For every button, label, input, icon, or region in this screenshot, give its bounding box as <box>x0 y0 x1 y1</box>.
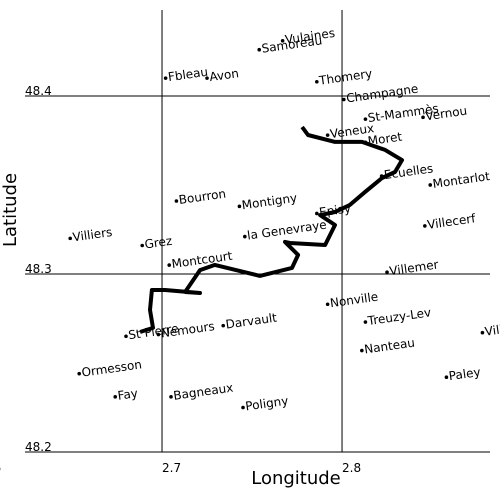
town-point <box>124 334 128 339</box>
town-label: Ecuelles <box>383 161 434 182</box>
x-tick-label: 2.8 <box>342 461 361 475</box>
town-label: St Pierre <box>127 321 179 342</box>
town-label: Avon <box>208 66 239 84</box>
town-point <box>167 263 172 267</box>
town-point <box>315 211 319 216</box>
town-point <box>325 302 330 307</box>
town-label: Bagneaux <box>172 381 234 403</box>
town-label: la Genevraye <box>246 218 327 243</box>
town-point <box>444 375 449 380</box>
x-tick-label: 2.6 <box>0 461 1 475</box>
town-point <box>363 320 368 324</box>
town-point <box>360 348 364 353</box>
y-tick-label: 48.4 <box>25 84 52 98</box>
x-tick-label: 2.7 <box>162 461 181 475</box>
town-point <box>113 395 118 399</box>
town-label: Samoreau <box>261 33 323 55</box>
town-point <box>363 140 368 145</box>
town-label: Bourron <box>178 186 227 206</box>
town-point <box>379 174 384 178</box>
town-point <box>243 234 247 239</box>
town-label: Montigny <box>241 191 298 213</box>
town-label: Nanteau <box>363 336 415 357</box>
town-label: Villemaréchal <box>484 314 500 339</box>
town-point <box>169 395 173 399</box>
town-point <box>423 224 427 228</box>
town-point <box>257 47 262 52</box>
town-point <box>241 405 245 410</box>
town-point <box>315 79 319 84</box>
town-label: Episy <box>318 201 352 219</box>
town-label: Poligny <box>244 394 289 414</box>
town-point <box>221 323 226 328</box>
town-label: Moret <box>367 130 403 149</box>
town-label: Ormesson <box>81 357 143 379</box>
town-label: Champagne <box>345 82 419 106</box>
town-label: Veneux <box>329 121 375 141</box>
town-label: Villemer <box>389 257 440 278</box>
town-label: Nonville <box>329 290 379 311</box>
town-label: Fbleau <box>167 65 209 84</box>
track-line <box>139 125 404 334</box>
town-point <box>385 270 389 275</box>
x-axis-label: Longitude <box>251 468 341 489</box>
y-tick-label: 48.2 <box>25 440 52 454</box>
town-point <box>280 38 285 43</box>
town-label: Paley <box>448 365 482 383</box>
town-label: Vernou <box>425 104 468 124</box>
town-point <box>237 204 242 209</box>
town-point <box>363 117 368 121</box>
town-label: Treuzy-Lev <box>366 305 432 328</box>
town-label: Vulaines <box>284 26 336 47</box>
town-label: Darvault <box>225 310 278 331</box>
town-point <box>156 332 161 337</box>
town-label: Thomery <box>317 66 373 87</box>
town-label: Montarlot <box>432 169 491 191</box>
town-point <box>428 183 433 187</box>
y-tick-label: 48.3 <box>25 262 52 276</box>
town-point <box>325 133 330 137</box>
y-axis-label: Latitude <box>0 173 21 247</box>
town-point <box>77 371 82 376</box>
town-point <box>68 236 73 241</box>
town-label: Grez <box>144 234 173 252</box>
town-point <box>163 76 168 80</box>
town-point <box>174 199 179 203</box>
town-point <box>421 115 425 120</box>
town-point <box>205 76 209 80</box>
town-label: Fay <box>117 386 139 403</box>
town-label: Villiers <box>72 225 113 244</box>
town-point <box>140 243 145 248</box>
town-point <box>480 330 485 335</box>
town-label: Villecerf <box>426 211 477 232</box>
town-point <box>342 97 346 102</box>
